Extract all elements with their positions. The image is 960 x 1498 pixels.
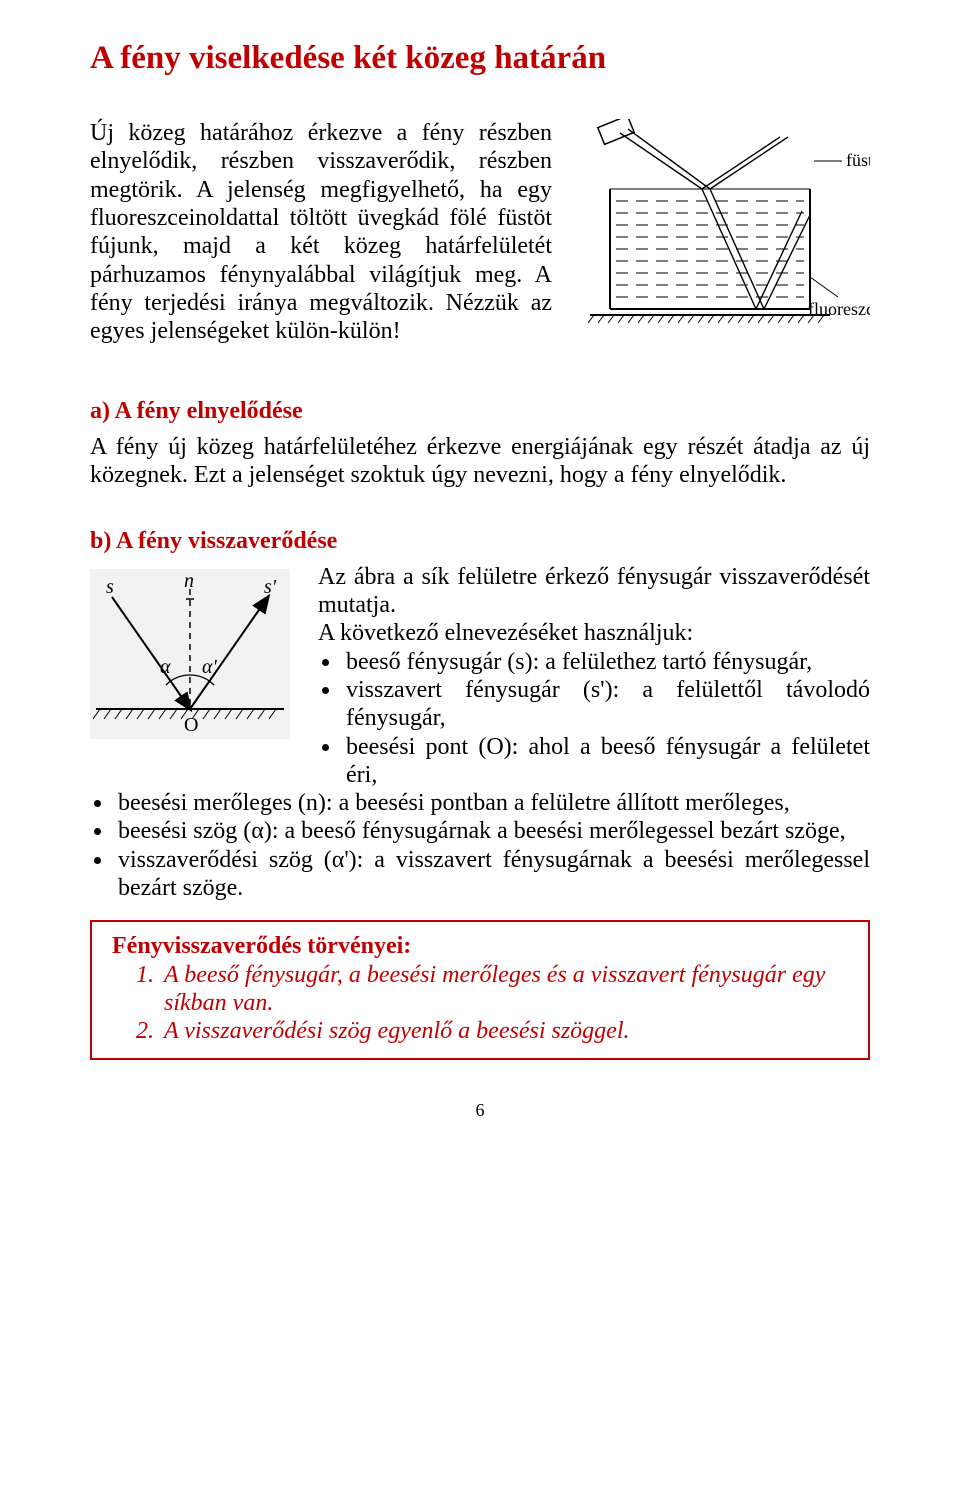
law-list: A beeső fénysugár, a beesési merőleges é… xyxy=(112,961,848,1046)
diagram-reflection-svg: s s' n α α' O xyxy=(90,569,290,739)
section-a-heading: a) A fény elnyelődése xyxy=(90,398,870,425)
diagram-tank-svg: füst fluoreszceinoldat xyxy=(570,119,870,349)
section-b-continued: beesési merőleges (n): a beesési pontban… xyxy=(90,789,870,902)
diagram-tank: füst fluoreszceinoldat xyxy=(570,119,870,354)
intro-text: Új közeg határához érkezve a fény részbe… xyxy=(90,119,552,346)
svg-text:s': s' xyxy=(264,576,277,598)
section-b-list-below: beesési merőleges (n): a beesési pontban… xyxy=(114,789,870,902)
section-b-right: Az ábra a sík felületre érkező fénysugár… xyxy=(318,563,870,790)
list-item: visszavert fénysugár (s'): a felülettől … xyxy=(342,676,870,733)
page-title: A fény viselkedése két közeg határán xyxy=(90,40,870,77)
section-b-list-right: beeső fénysugár (s): a felülethez tartó … xyxy=(342,648,870,790)
list-item: visszaverődési szög (α'): a visszavert f… xyxy=(114,846,870,903)
svg-text:füst: füst xyxy=(846,150,870,170)
section-b-lead2: A következő elnevezéséket használjuk: xyxy=(318,619,870,647)
svg-text:fluoreszceinoldat: fluoreszceinoldat xyxy=(808,299,870,319)
law-title: Fényvisszaverődés törvényei: xyxy=(112,932,848,960)
law-box: Fényvisszaverődés törvényei: A beeső fén… xyxy=(90,920,870,1059)
svg-text:α: α xyxy=(160,656,171,678)
list-item: A visszaverődési szög egyenlő a beesési … xyxy=(160,1017,848,1045)
svg-text:α': α' xyxy=(202,656,217,678)
svg-text:s: s xyxy=(106,576,114,598)
diagram-reflection: s s' n α α' O xyxy=(90,563,290,744)
page-number: 6 xyxy=(90,1100,870,1121)
svg-text:n: n xyxy=(184,570,194,592)
list-item: beeső fénysugár (s): a felülethez tartó … xyxy=(342,648,870,676)
intro-row: Új közeg határához érkezve a fény részbe… xyxy=(90,119,870,354)
list-item: beesési pont (O): ahol a beeső fénysugár… xyxy=(342,733,870,790)
list-item: beesési merőleges (n): a beesési pontban… xyxy=(114,789,870,817)
section-b-lead: Az ábra a sík felületre érkező fénysugár… xyxy=(318,563,870,620)
section-b-row: s s' n α α' O Az ábra a sík felületre érkező … xyxy=(90,563,870,790)
svg-text:O: O xyxy=(184,714,198,736)
section-b-heading: b) A fény visszaverődése xyxy=(90,528,870,555)
list-item: beesési szög (α): a beeső fénysugárnak a… xyxy=(114,817,870,845)
list-item: A beeső fénysugár, a beesési merőleges é… xyxy=(160,961,848,1018)
section-a-text: A fény új közeg határfelületéhez érkezve… xyxy=(90,433,870,490)
